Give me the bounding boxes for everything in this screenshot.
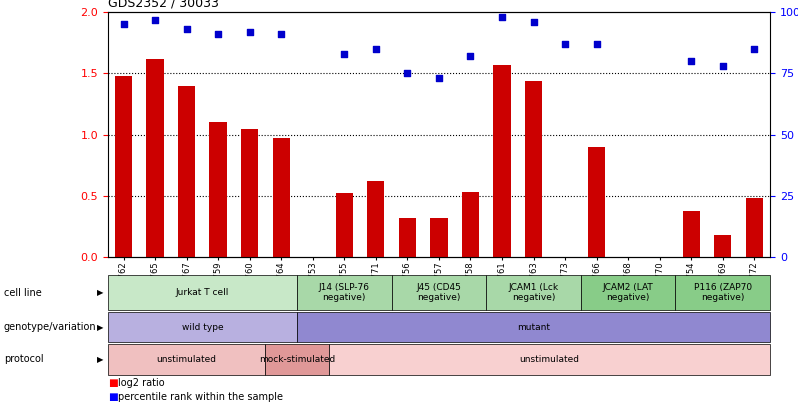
Bar: [336, 194, 353, 257]
Point: [591, 41, 603, 47]
Text: Jurkat T cell: Jurkat T cell: [176, 288, 229, 297]
Point: [180, 26, 193, 32]
Point: [369, 46, 382, 52]
Text: mutant: mutant: [517, 322, 550, 332]
Text: J45 (CD45
negative): J45 (CD45 negative): [417, 283, 461, 302]
Point: [211, 31, 224, 37]
Bar: [241, 128, 259, 257]
Text: GDS2352 / 30033: GDS2352 / 30033: [108, 0, 219, 10]
Text: protocol: protocol: [4, 354, 44, 364]
Bar: [367, 181, 385, 257]
Bar: [399, 218, 416, 257]
Point: [401, 70, 413, 77]
Text: unstimulated: unstimulated: [519, 355, 579, 364]
Bar: [146, 59, 164, 257]
Text: log2 ratio: log2 ratio: [118, 377, 164, 388]
Point: [559, 41, 571, 47]
Bar: [588, 147, 605, 257]
Text: P116 (ZAP70
negative): P116 (ZAP70 negative): [693, 283, 752, 302]
Bar: [209, 122, 227, 257]
Text: ■: ■: [108, 392, 117, 402]
Bar: [462, 192, 479, 257]
Point: [338, 51, 350, 57]
Text: wild type: wild type: [181, 322, 223, 332]
Text: mock-stimulated: mock-stimulated: [259, 355, 335, 364]
Bar: [178, 86, 196, 257]
Text: ▶: ▶: [97, 322, 104, 332]
Point: [117, 21, 130, 28]
Bar: [115, 76, 132, 257]
Point: [685, 58, 697, 64]
Point: [243, 28, 256, 35]
Bar: [273, 139, 290, 257]
Text: ■: ■: [108, 377, 117, 388]
Text: genotype/variation: genotype/variation: [4, 322, 97, 332]
Text: JCAM2 (LAT
negative): JCAM2 (LAT negative): [602, 283, 654, 302]
Text: ▶: ▶: [97, 355, 104, 364]
Text: JCAM1 (Lck
negative): JCAM1 (Lck negative): [508, 283, 559, 302]
Bar: [682, 211, 700, 257]
Point: [275, 31, 287, 37]
Text: percentile rank within the sample: percentile rank within the sample: [118, 392, 283, 402]
Text: unstimulated: unstimulated: [156, 355, 216, 364]
Point: [464, 53, 477, 60]
Bar: [714, 235, 732, 257]
Bar: [525, 81, 542, 257]
Point: [433, 75, 445, 81]
Point: [748, 46, 760, 52]
Point: [717, 63, 729, 69]
Point: [148, 16, 161, 23]
Text: cell line: cell line: [4, 288, 41, 298]
Bar: [493, 65, 511, 257]
Point: [496, 14, 508, 20]
Bar: [745, 198, 763, 257]
Text: J14 (SLP-76
negative): J14 (SLP-76 negative): [318, 283, 369, 302]
Text: ▶: ▶: [97, 288, 104, 297]
Bar: [430, 218, 448, 257]
Point: [527, 19, 540, 25]
